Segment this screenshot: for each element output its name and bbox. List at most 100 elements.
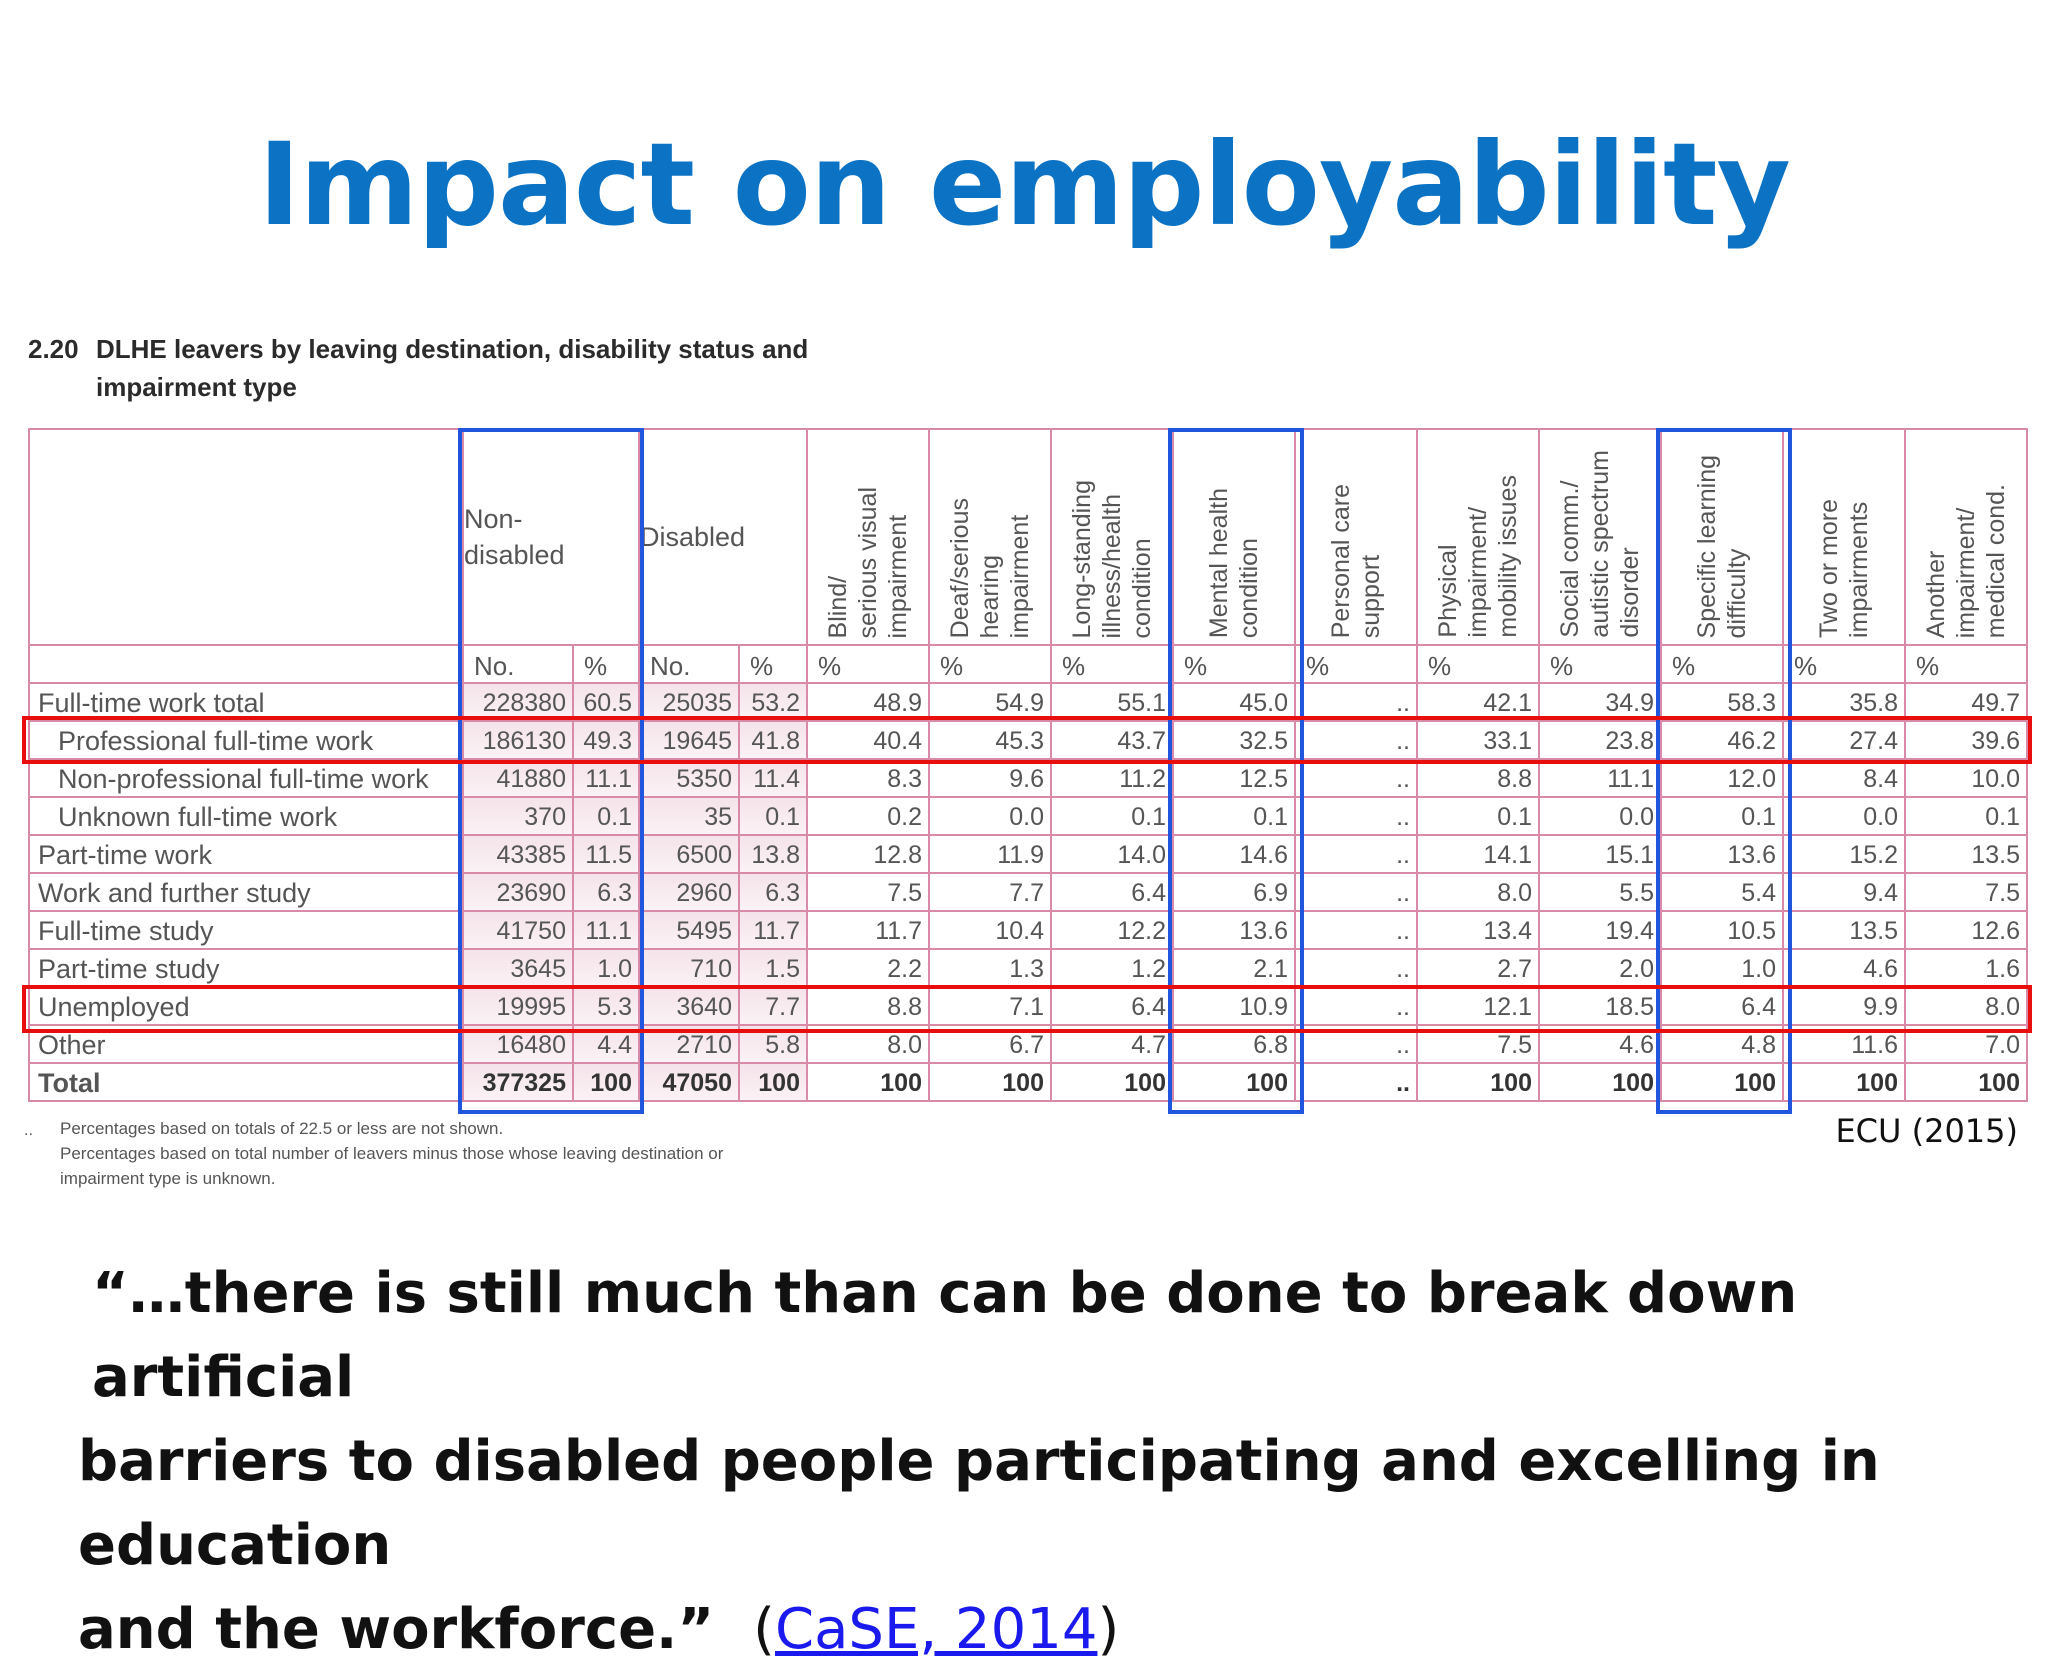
table-cell: 16480 (462, 1024, 574, 1064)
table-cell: 2.7 (1416, 948, 1540, 988)
row-label: Total (28, 1062, 464, 1102)
table-cell: 23.8 (1538, 720, 1662, 760)
table-cell: 54.9 (928, 682, 1052, 722)
table-cell: 35 (638, 796, 740, 836)
table-cell: 47050 (638, 1062, 740, 1102)
table-cell: 13.6 (1660, 834, 1784, 874)
table-cell: 10.4 (928, 910, 1052, 950)
table-row: Total 377325 100 47050 100 100 100 100 100.. 100 1… (28, 1062, 2028, 1102)
table-cell: 228380 (462, 682, 574, 722)
table-cell: 0.1 (1904, 796, 2028, 836)
table-cell: 11.4 (738, 758, 808, 798)
quote-line: “…there is still much than can be done t… (92, 1261, 1798, 1410)
table-cell: 0.1 (1050, 796, 1174, 836)
table-cell: 7.0 (1904, 1024, 2028, 1064)
table-cell: 1.2 (1050, 948, 1174, 988)
table-cell: 6.3 (738, 872, 808, 912)
table-cell: 100 (1538, 1062, 1662, 1102)
table-cell: 11.7 (738, 910, 808, 950)
table-cell: 43.7 (1050, 720, 1174, 760)
sub-header-cell: % (806, 644, 930, 684)
table-cell: 6.4 (1660, 986, 1784, 1026)
table-cell: 19.4 (1538, 910, 1662, 950)
table-cell: 1.5 (738, 948, 808, 988)
table-cell: 11.1 (1538, 758, 1662, 798)
table-cell: 12.6 (1904, 910, 2028, 950)
quote-block: “…there is still much than can be done t… (78, 1252, 2018, 1672)
header-impairment: Blind/ serious visual impairment (806, 428, 930, 646)
table-cell: 41750 (462, 910, 574, 950)
table-cell: 15.1 (1538, 834, 1662, 874)
table-cell: 13.5 (1782, 910, 1906, 950)
header-non-disabled: Non- disabled (462, 428, 640, 646)
table-cell: 2710 (638, 1024, 740, 1064)
header-impairment: Physical impairment/ mobility issues (1416, 428, 1540, 646)
table-cell: 710 (638, 948, 740, 988)
header-impairment: Personal care support (1294, 428, 1418, 646)
row-label: Professional full-time work (28, 720, 464, 760)
ref-close-paren: ) (1097, 1597, 1120, 1662)
table-cell: 8.0 (806, 1024, 930, 1064)
table-cell: 7.5 (806, 872, 930, 912)
table-cell: 100 (1782, 1062, 1906, 1102)
table-cell: 100 (1416, 1062, 1540, 1102)
header-impairment: Mental health condition (1172, 428, 1296, 646)
header-disabled: Disabled (638, 428, 808, 646)
table-cell: 35.8 (1782, 682, 1906, 722)
table-cell: 49.7 (1904, 682, 2028, 722)
table-cell: 41.8 (738, 720, 808, 760)
row-label: Non-professional full-time work (28, 758, 464, 798)
sub-header-cell: No. (638, 644, 740, 684)
table-cell: 6.4 (1050, 872, 1174, 912)
footnote-line: impairment type is unknown. (60, 1169, 276, 1188)
table-cell: 9.6 (928, 758, 1052, 798)
table-caption-line1: DLHE leavers by leaving destination, dis… (96, 334, 809, 364)
table-cell: 8.0 (1416, 872, 1540, 912)
table-cell: 0.0 (928, 796, 1052, 836)
sub-header-cell: % (738, 644, 808, 684)
table-cell: 4.8 (1660, 1024, 1784, 1064)
table-cell: 55.1 (1050, 682, 1174, 722)
table-cell: 13.5 (1904, 834, 2028, 874)
table-cell: 1.0 (1660, 948, 1784, 988)
table-cell: 58.3 (1660, 682, 1784, 722)
header-impairment: Two or more impairments (1782, 428, 1906, 646)
table-cell: 2.1 (1172, 948, 1296, 988)
table-cell: 19995 (462, 986, 574, 1026)
sub-header-cell: % (1172, 644, 1296, 684)
table-cell: 12.1 (1416, 986, 1540, 1026)
sub-header-cell: % (1416, 644, 1540, 684)
sub-header-cell: % (572, 644, 640, 684)
table-cell: 8.4 (1782, 758, 1906, 798)
destinations-table: Non- disabled Disabled Blind/ serious vi… (28, 428, 2028, 1102)
table-cell: 12.8 (806, 834, 930, 874)
table-cell: .. (1294, 1024, 1418, 1064)
row-label: Full-time study (28, 910, 464, 950)
quote-line: and the workforce.” (78, 1597, 715, 1662)
table-cell: 2.2 (806, 948, 930, 988)
table-cell: 11.7 (806, 910, 930, 950)
sub-header-cell: % (1294, 644, 1418, 684)
table-cell: 5.4 (1660, 872, 1784, 912)
table-cell: 100 (1904, 1062, 2028, 1102)
table-cell: 10.5 (1660, 910, 1784, 950)
table-cell: 0.0 (1782, 796, 1906, 836)
table-cell: .. (1294, 910, 1418, 950)
table-cell: 7.5 (1416, 1024, 1540, 1064)
table-cell: 0.1 (738, 796, 808, 836)
table-cell: 5.5 (1538, 872, 1662, 912)
case-2014-link[interactable]: CaSE, 2014 (774, 1597, 1098, 1662)
table-cell: 10.0 (1904, 758, 2028, 798)
sub-header-cell: % (1782, 644, 1906, 684)
table-cell: 13.4 (1416, 910, 1540, 950)
source-citation: ECU (2015) (1835, 1112, 2018, 1150)
table-cell: 18.5 (1538, 986, 1662, 1026)
table-cell: 7.7 (738, 986, 808, 1026)
table-cell: 15.2 (1782, 834, 1906, 874)
sub-header-cell: % (1660, 644, 1784, 684)
table-cell: 100 (1660, 1062, 1784, 1102)
quote-line: barriers to disabled people participatin… (78, 1429, 1880, 1578)
table-cell: .. (1294, 986, 1418, 1026)
header-impairment: Social comm./ autistic spectrum disorder (1538, 428, 1662, 646)
row-label: Unemployed (28, 986, 464, 1026)
